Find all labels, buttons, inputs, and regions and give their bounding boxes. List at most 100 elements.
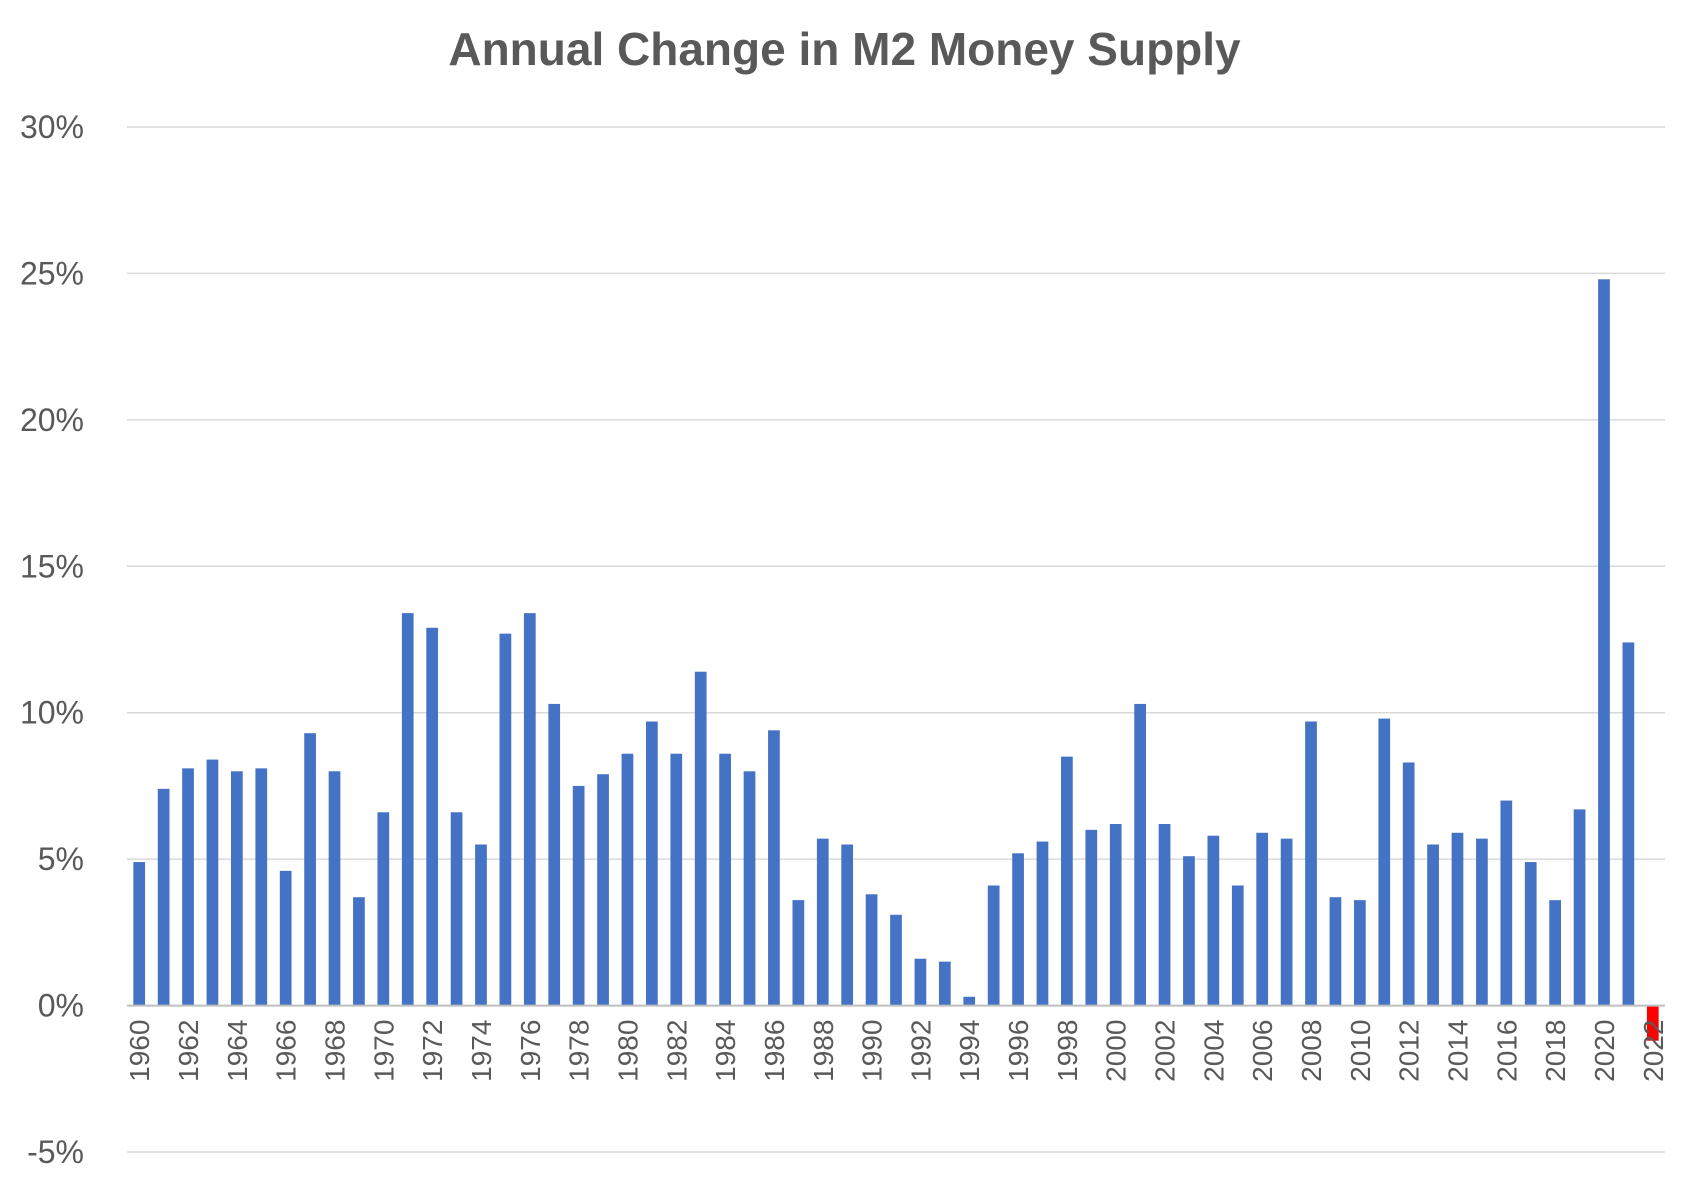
bar-2000 [1109,824,1122,1006]
y-tick-label: 20% [20,402,84,438]
bar-1972 [426,627,439,1006]
x-tick-label: 2020 [1589,1020,1620,1082]
bar-2004 [1207,835,1220,1006]
bar-1963 [206,759,219,1006]
bars [133,279,1659,1041]
y-tick-label: 5% [38,841,84,877]
x-tick-label: 2018 [1540,1020,1571,1082]
bar-1979 [597,774,609,1006]
y-tick-label: 10% [20,695,84,731]
x-tick-label: 2010 [1345,1020,1376,1082]
x-tick-label: 2004 [1198,1020,1229,1082]
x-tick-label: 1980 [612,1020,643,1082]
bar-1978 [572,785,585,1006]
x-tick-label: 2006 [1247,1020,1278,1082]
bar-1987 [792,900,805,1006]
bar-2010 [1353,900,1366,1006]
x-tick-label: 1970 [368,1020,399,1082]
x-tick-label: 1968 [320,1020,351,1082]
x-tick-label: 2002 [1150,1020,1181,1082]
bar-1971 [401,613,414,1006]
bar-2003 [1183,856,1195,1006]
bar-2011 [1378,718,1391,1006]
y-tick-label: 30% [20,109,84,145]
x-tick-label: 1988 [808,1020,839,1082]
x-axis-tick-labels: 1960 1962 1964 1966 1968 1970 1972 1974 1976 1978… [124,1020,1669,1082]
bar-2020 [1598,279,1610,1006]
bar-1976 [523,613,536,1006]
bar-1970 [377,812,390,1006]
x-tick-label: 1996 [1003,1020,1034,1082]
x-tick-label: 2014 [1442,1020,1473,1082]
bar-1982 [670,753,683,1006]
bar-2021 [1622,642,1635,1006]
y-axis-tick-labels: -5% 0% 5% 10% 15% 20% 25% 30% [20,109,84,1170]
x-tick-label: 1972 [417,1020,448,1082]
bar-1988 [816,838,829,1006]
bar-1989 [841,844,854,1006]
bar-1991 [890,914,902,1006]
bar-2015 [1476,838,1488,1006]
bar-1990 [865,894,878,1006]
y-tick-label: -5% [27,1134,84,1170]
bar-1984 [719,753,731,1006]
x-tick-label: 2022 [1638,1020,1669,1082]
y-tick-label: 25% [20,255,84,291]
bar-1985 [743,771,756,1006]
bar-1999 [1085,829,1098,1006]
bar-1960 [133,862,146,1006]
bar-2018 [1549,900,1562,1006]
bar-1994 [963,996,976,1006]
x-tick-label: 1992 [905,1020,936,1082]
bar-2016 [1500,800,1513,1006]
y-tick-label: 15% [20,548,84,584]
bar-1967 [304,733,316,1006]
bar-2022 [1646,1005,1659,1041]
bar-1998 [1061,756,1073,1006]
x-tick-label: 1982 [661,1020,692,1082]
x-tick-label: 1994 [954,1020,985,1082]
bar-1992 [914,958,927,1006]
bar-1983 [694,671,707,1006]
bar-1973 [450,812,463,1006]
x-tick-label: 2016 [1491,1020,1522,1082]
x-tick-label: 1964 [222,1020,253,1082]
bar-2007 [1280,838,1293,1006]
bar-1997 [1036,841,1049,1006]
x-tick-label: 2008 [1296,1020,1327,1082]
bar-2006 [1256,832,1269,1006]
bar-2009 [1329,897,1342,1006]
bar-1961 [157,788,170,1006]
bar-1993 [938,961,951,1006]
bar-2002 [1158,824,1171,1006]
bar-2019 [1573,809,1586,1006]
bar-2014 [1451,832,1464,1006]
x-tick-label: 1984 [710,1020,741,1082]
bar-1977 [548,703,561,1006]
bar-1964 [230,771,243,1006]
bar-1969 [353,897,365,1006]
bar-1974 [475,844,487,1006]
x-tick-label: 1960 [124,1020,155,1082]
bar-2017 [1524,862,1537,1006]
bar-1975 [499,633,512,1006]
x-tick-label: 1998 [1052,1020,1083,1082]
bar-2005 [1231,885,1244,1006]
x-tick-label: 1986 [759,1020,790,1082]
bar-2012 [1402,762,1415,1006]
x-tick-label: 1976 [515,1020,546,1082]
x-tick-label: 1974 [466,1020,497,1082]
bar-1980 [621,753,634,1006]
chart-title: Annual Change in M2 Money Supply [448,23,1241,75]
x-tick-label: 2012 [1394,1020,1425,1082]
bar-2001 [1134,703,1146,1006]
bar-2013 [1427,844,1439,1006]
bar-1996 [1012,853,1024,1006]
bar-1966 [279,870,292,1006]
x-tick-label: 2000 [1101,1020,1132,1082]
bar-1968 [328,771,341,1006]
bar-1962 [182,768,194,1006]
bar-1995 [987,885,1000,1006]
